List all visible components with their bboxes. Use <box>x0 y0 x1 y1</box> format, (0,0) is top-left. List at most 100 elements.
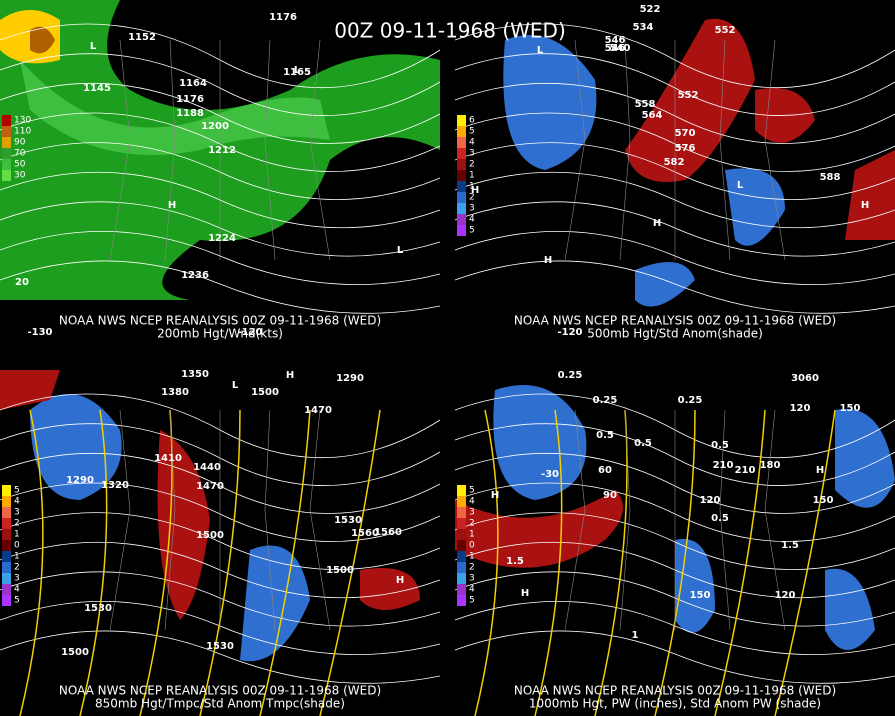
anomaly-shading <box>835 408 895 508</box>
anomaly-shading <box>0 370 60 410</box>
coastline <box>264 39 276 261</box>
contour-label: L <box>537 45 544 56</box>
scale-label: 4 <box>469 138 475 148</box>
contour-label: 582 <box>664 157 685 168</box>
contour-label: -130 <box>27 327 52 338</box>
height-contour <box>454 630 895 684</box>
panel-caption: 1000mb Hgt, PW (inches), Std Anom PW (sh… <box>529 697 821 711</box>
panel-caption: 200mb Hgt/Wnd(kts) <box>157 327 283 341</box>
anomaly-shading <box>30 394 122 500</box>
scale-label: 3 <box>469 204 475 214</box>
scale-swatch <box>2 115 11 126</box>
contour-label: 1152 <box>128 32 156 43</box>
panel-source: NOAA NWS NCEP REANALYSIS 00Z 09-11-1968 … <box>514 314 836 328</box>
temperature-contour <box>474 409 499 716</box>
contour-label: 120 <box>790 403 811 414</box>
scale-swatch <box>457 540 466 551</box>
scale-swatch <box>457 214 466 225</box>
contour-label: H <box>491 490 499 501</box>
temperature-contour <box>774 409 836 716</box>
panel-source: NOAA NWS NCEP REANALYSIS 00Z 09-11-1968 … <box>59 314 381 328</box>
contour-label: H <box>396 575 404 586</box>
contour-label: 564 <box>642 110 663 121</box>
contour-label: 1290 <box>336 373 364 384</box>
contour-label: 120 <box>775 590 796 601</box>
scale-swatch <box>457 126 466 137</box>
contour-label: 1530 <box>334 515 362 526</box>
contour-label: 534 <box>633 22 654 33</box>
scale-swatch <box>457 573 466 584</box>
temperature-contour <box>199 409 241 716</box>
scale-label: 90 <box>14 138 26 148</box>
contour-label: 1410 <box>154 453 182 464</box>
scale-swatch <box>2 540 11 551</box>
temperature-contour <box>319 409 381 716</box>
anomaly-shading <box>825 568 875 650</box>
contour-label: 0.25 <box>593 395 618 406</box>
scale-label: 4 <box>14 585 20 595</box>
anomaly-shading <box>625 18 755 182</box>
coastline <box>764 39 786 261</box>
scale-swatch <box>457 137 466 148</box>
coastline <box>719 39 731 261</box>
contour-label: 0.5 <box>634 438 652 449</box>
contour-label: 150 <box>813 495 834 506</box>
temperature-contour <box>79 409 108 716</box>
scale-swatch <box>2 584 11 595</box>
scale-swatch <box>457 225 466 236</box>
contour-label: 1530 <box>84 603 112 614</box>
scale-swatch <box>457 518 466 529</box>
contour-label: 1500 <box>61 647 89 658</box>
scale-label: 2 <box>469 519 475 529</box>
contour-label: 1380 <box>161 387 189 398</box>
panel-caption: 500mb Hgt/Std Anom(shade) <box>587 327 763 341</box>
contour-label: 1145 <box>83 83 111 94</box>
scale-swatch <box>2 159 11 170</box>
anomaly-shading <box>635 262 695 307</box>
contour-label: 1530 <box>206 641 234 652</box>
contour-label: L <box>294 65 301 76</box>
coastline <box>619 409 631 631</box>
contour-label: 1176 <box>176 94 204 105</box>
scale-swatch <box>457 507 466 518</box>
contour-label: 0.5 <box>596 430 614 441</box>
coastline <box>764 409 786 631</box>
contour-label: 0.25 <box>558 370 583 381</box>
scale-swatch <box>2 137 11 148</box>
height-contour <box>0 630 441 684</box>
contour-label: 1224 <box>208 233 236 244</box>
scale-swatch <box>457 529 466 540</box>
contour-label: 0.5 <box>711 513 729 524</box>
contour-label: 1.5 <box>781 540 799 551</box>
height-contour <box>0 260 441 314</box>
map-panel: 522534546540558552546L552564570576582L58… <box>454 0 895 346</box>
scale-label: 1 <box>469 552 475 562</box>
scale-swatch <box>2 496 11 507</box>
scale-swatch <box>2 507 11 518</box>
contour-label: 1.5 <box>506 556 524 567</box>
scale-swatch <box>457 551 466 562</box>
scale-label: 130 <box>14 116 31 126</box>
scale-swatch <box>457 115 466 126</box>
contour-label: 1236 <box>181 270 209 281</box>
panel-caption: 850mb Hgt/Tmpc/Std Anom Tmpc(shade) <box>95 697 345 711</box>
contour-label: 1165 <box>283 67 311 78</box>
contour-label: 180 <box>760 460 781 471</box>
coastline <box>109 409 131 631</box>
scale-label: 2 <box>469 563 475 573</box>
scale-swatch <box>457 496 466 507</box>
contour-label: 1560 <box>374 527 402 538</box>
contour-label: 1560 <box>351 528 379 539</box>
coastline <box>109 39 131 261</box>
contour-label: H <box>861 200 869 211</box>
scale-label: 50 <box>14 160 26 170</box>
scale-label: 70 <box>14 149 26 159</box>
scale-swatch <box>457 584 466 595</box>
contour-label: 1320 <box>101 480 129 491</box>
contour-label: 0.5 <box>711 440 729 451</box>
anomaly-shading <box>157 430 210 620</box>
scale-swatch <box>2 562 11 573</box>
coastline <box>264 409 276 631</box>
